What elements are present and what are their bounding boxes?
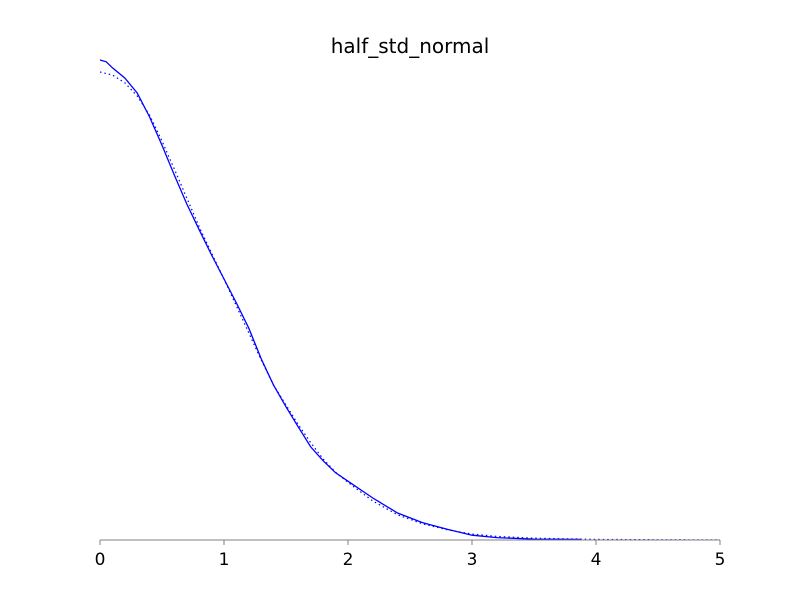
x-tick-label: 0	[95, 550, 106, 570]
series-line-1	[99, 59, 582, 541]
x-tick-label: 4	[591, 550, 602, 570]
x-tick-label: 1	[219, 550, 230, 570]
x-tick-label: 5	[715, 550, 726, 570]
series-line-2	[99, 71, 721, 541]
x-axis-ticks: 0 1 2 3 4 5	[95, 540, 726, 570]
chart-title: half_std_normal	[331, 34, 490, 58]
x-tick-label: 2	[343, 550, 354, 570]
series-layer	[99, 59, 721, 541]
x-tick-label: 3	[467, 550, 478, 570]
